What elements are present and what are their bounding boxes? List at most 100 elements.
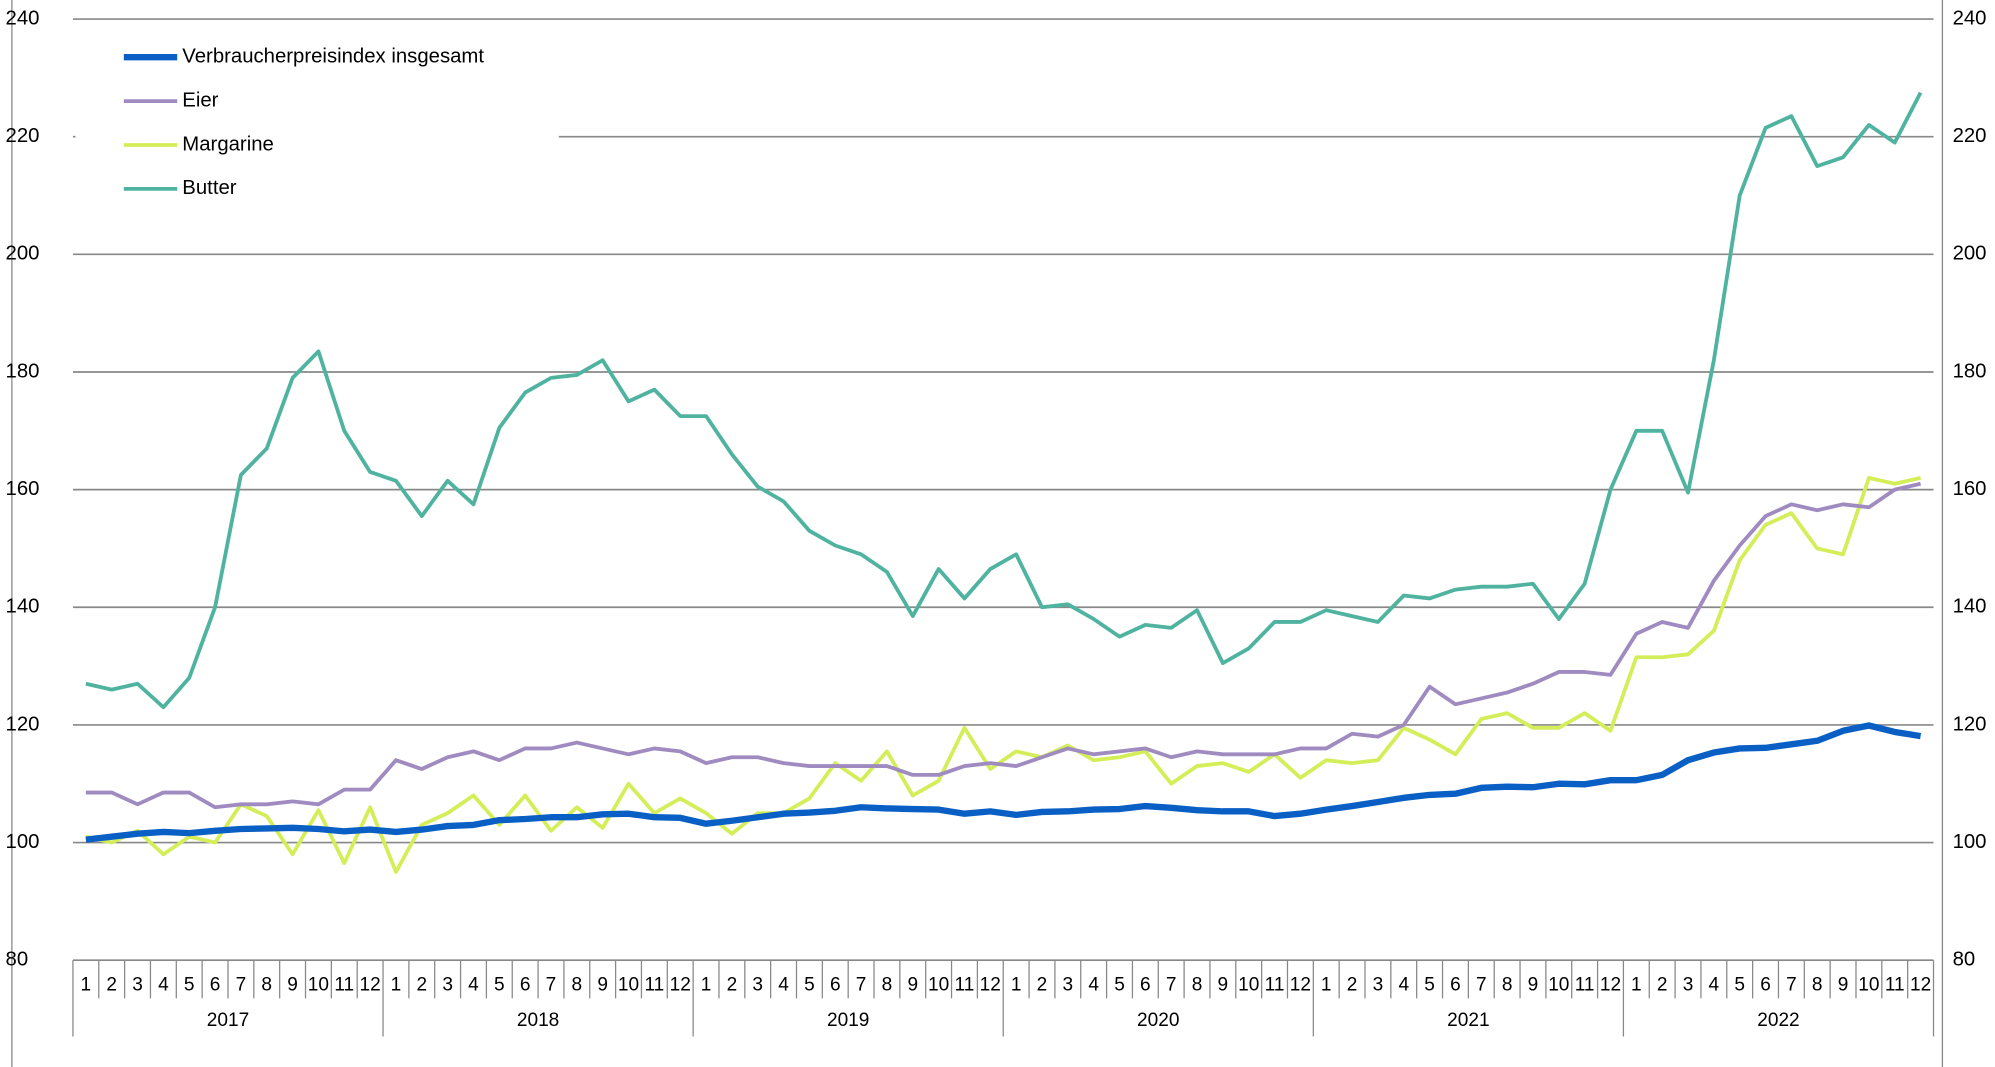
y-tick-label: 240 — [6, 7, 40, 29]
year-label: 2018 — [517, 1010, 559, 1031]
y-tick-label: 120 — [6, 713, 40, 735]
series-line — [85, 91, 1923, 710]
x-tick-label: 7 — [1476, 975, 1487, 996]
x-tick-label: 4 — [158, 975, 169, 996]
x-tick-label: 1 — [701, 975, 712, 996]
x-tick-label: 4 — [1709, 975, 1720, 996]
x-tick-label: 9 — [1838, 975, 1849, 996]
y-tick-label: 200 — [6, 243, 40, 265]
x-tick-label: 7 — [236, 975, 247, 996]
x-tick-label: 3 — [1063, 975, 1074, 996]
x-tick-label: 12 — [1910, 975, 1931, 996]
x-tick-label: 6 — [1450, 975, 1461, 996]
x-tick-label: 10 — [928, 975, 949, 996]
x-tick-label: 4 — [468, 975, 479, 996]
x-tick-label: 7 — [546, 975, 557, 996]
x-tick-label: 5 — [1424, 975, 1435, 996]
x-tick-label: 7 — [1786, 975, 1797, 996]
x-tick-label: 9 — [907, 975, 918, 996]
x-tick-label: 10 — [618, 975, 639, 996]
x-tick-label: 8 — [572, 975, 583, 996]
x-tick-label: 3 — [132, 975, 143, 996]
x-tick-label: 5 — [804, 975, 815, 996]
x-tick-label: 12 — [1290, 975, 1311, 996]
y2-tick-label: 120 — [1953, 713, 1987, 735]
x-tick-label: 1 — [1321, 975, 1332, 996]
year-label: 2021 — [1447, 1010, 1489, 1031]
y2-tick-label: 160 — [1953, 478, 1987, 500]
y2-tick-label: 140 — [1953, 596, 1987, 618]
x-tick-label: 1 — [1011, 975, 1022, 996]
x-tick-label: 6 — [830, 975, 841, 996]
legend-label: Margarine — [182, 133, 274, 155]
y2-tick-label: 220 — [1953, 125, 1987, 147]
x-tick-label: 11 — [1265, 975, 1285, 996]
x-tick-label: 11 — [1885, 975, 1905, 996]
x-tick-label: 3 — [1683, 975, 1694, 996]
x-tick-label: 3 — [752, 975, 763, 996]
x-tick-label: 12 — [670, 975, 691, 996]
x-tick-label: 4 — [1398, 975, 1409, 996]
x-tick-label: 10 — [1548, 975, 1569, 996]
x-tick-label: 4 — [1088, 975, 1099, 996]
year-label: 2017 — [207, 1010, 249, 1031]
x-tick-label: 7 — [1166, 975, 1177, 996]
x-tick-label: 2 — [1037, 975, 1048, 996]
legend-label: Eier — [182, 89, 218, 111]
x-tick-label: 8 — [1812, 975, 1823, 996]
y-tick-label: 220 — [6, 125, 40, 147]
x-tick-label: 8 — [882, 975, 893, 996]
x-tick-label: 11 — [644, 975, 664, 996]
year-label: 2019 — [827, 1010, 869, 1031]
x-tick-label: 4 — [778, 975, 789, 996]
year-label: 2022 — [1757, 1010, 1799, 1031]
x-tick-label: 12 — [980, 975, 1001, 996]
x-tick-label: 1 — [81, 975, 92, 996]
x-tick-label: 3 — [1373, 975, 1384, 996]
y2-tick-label: 80 — [1953, 949, 1976, 971]
x-tick-label: 10 — [1238, 975, 1259, 996]
x-tick-label: 11 — [955, 975, 975, 996]
x-tick-label: 5 — [184, 975, 195, 996]
x-tick-label: 5 — [1114, 975, 1125, 996]
x-tick-label: 12 — [360, 975, 381, 996]
x-tick-label: 1 — [391, 975, 402, 996]
x-tick-label: 2 — [106, 975, 117, 996]
x-tick-label: 6 — [1140, 975, 1151, 996]
y-tick-label: 160 — [6, 478, 40, 500]
legend-label: Verbraucherpreisindex insgesamt — [182, 46, 484, 68]
x-tick-label: 2 — [416, 975, 427, 996]
y-tick-label: 140 — [6, 596, 40, 618]
x-tick-label: 8 — [1192, 975, 1203, 996]
x-tick-label: 9 — [1528, 975, 1539, 996]
x-tick-label: 10 — [308, 975, 329, 996]
x-tick-label: 6 — [210, 975, 221, 996]
y2-tick-label: 240 — [1953, 7, 1987, 29]
x-tick-label: 8 — [261, 975, 272, 996]
x-tick-label: 5 — [1734, 975, 1745, 996]
x-tick-label: 5 — [494, 975, 505, 996]
series-line — [85, 481, 1922, 810]
y-tick-label: 100 — [6, 831, 40, 853]
x-tick-label: 2 — [1347, 975, 1358, 996]
y2-tick-label: 180 — [1953, 360, 1987, 382]
x-tick-label: 12 — [1600, 975, 1621, 996]
x-tick-label: 10 — [1858, 975, 1879, 996]
x-tick-label: 6 — [1760, 975, 1771, 996]
year-label: 2020 — [1137, 1010, 1179, 1031]
y2-tick-label: 100 — [1953, 831, 1987, 853]
x-tick-label: 9 — [1218, 975, 1229, 996]
x-tick-label: 11 — [334, 975, 354, 996]
x-tick-label: 1 — [1631, 975, 1642, 996]
series-line — [85, 722, 1922, 843]
x-tick-label: 2 — [727, 975, 738, 996]
x-tick-label: 11 — [1575, 975, 1595, 996]
legend-label: Butter — [182, 177, 236, 199]
y-tick-label: 180 — [6, 360, 40, 382]
x-tick-label: 9 — [597, 975, 608, 996]
x-tick-label: 8 — [1502, 975, 1513, 996]
y2-tick-label: 200 — [1953, 243, 1987, 265]
x-tick-label: 2 — [1657, 975, 1668, 996]
series-line — [85, 475, 1922, 874]
